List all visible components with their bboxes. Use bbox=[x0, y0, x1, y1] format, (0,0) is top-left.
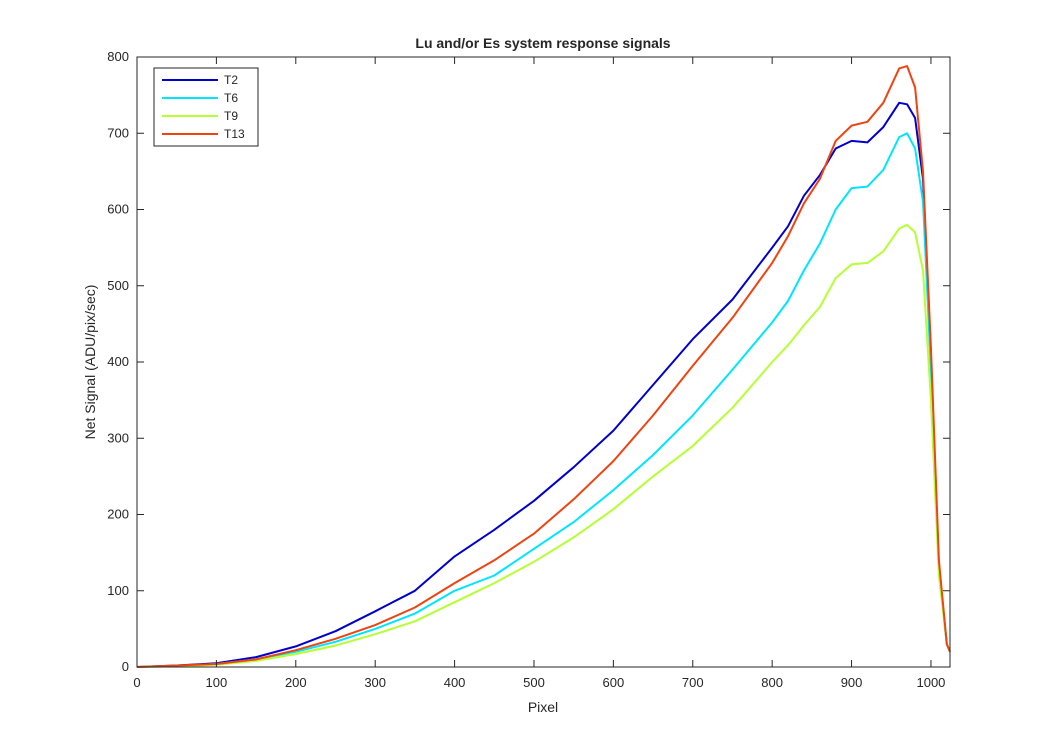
legend: T2 T6 T9 T13 bbox=[153, 67, 259, 147]
series-line-t9 bbox=[136, 223, 951, 668]
y-axis-label: Net Signal (ADU/pix/sec) bbox=[82, 285, 98, 440]
y-tick-label: 200 bbox=[107, 507, 129, 522]
y-tick-label: 800 bbox=[107, 49, 129, 64]
x-axis: 0 100 200 300 400 500 600 700 800 900 1000 bbox=[133, 57, 945, 690]
y-tick-label: 400 bbox=[107, 354, 129, 369]
x-tick-label: 300 bbox=[364, 675, 386, 690]
legend-entry: T9 bbox=[224, 109, 238, 123]
x-tick-label: 600 bbox=[603, 675, 625, 690]
y-tick-label: 500 bbox=[107, 278, 129, 293]
x-tick-label: 0 bbox=[133, 675, 140, 690]
y-tick-label: 300 bbox=[107, 430, 129, 445]
x-tick-label: 700 bbox=[682, 675, 704, 690]
series-line-t2 bbox=[136, 101, 951, 668]
x-tick-label: 900 bbox=[841, 675, 863, 690]
x-axis-label: Pixel bbox=[528, 699, 558, 715]
x-tick-label: 800 bbox=[761, 675, 783, 690]
series-line-t13 bbox=[136, 65, 951, 668]
series-layer bbox=[136, 65, 951, 668]
y-axis: 0 100 200 300 400 500 600 700 800 bbox=[107, 49, 950, 674]
y-tick-label: 0 bbox=[122, 659, 129, 674]
y-tick-label: 600 bbox=[107, 202, 129, 217]
x-tick-label: 500 bbox=[523, 675, 545, 690]
x-tick-label: 400 bbox=[444, 675, 466, 690]
y-tick-label: 700 bbox=[107, 125, 129, 140]
chart-title: Lu and/or Es system response signals bbox=[415, 35, 670, 51]
x-tick-label: 1000 bbox=[916, 675, 945, 690]
legend-entry: T2 bbox=[224, 73, 238, 87]
series-line-t6 bbox=[136, 132, 951, 668]
legend-entry: T6 bbox=[224, 91, 238, 105]
x-tick-label: 200 bbox=[285, 675, 307, 690]
x-tick-label: 100 bbox=[206, 675, 228, 690]
plot-background bbox=[137, 57, 950, 667]
legend-entry: T13 bbox=[224, 127, 245, 141]
y-tick-label: 100 bbox=[107, 583, 129, 598]
